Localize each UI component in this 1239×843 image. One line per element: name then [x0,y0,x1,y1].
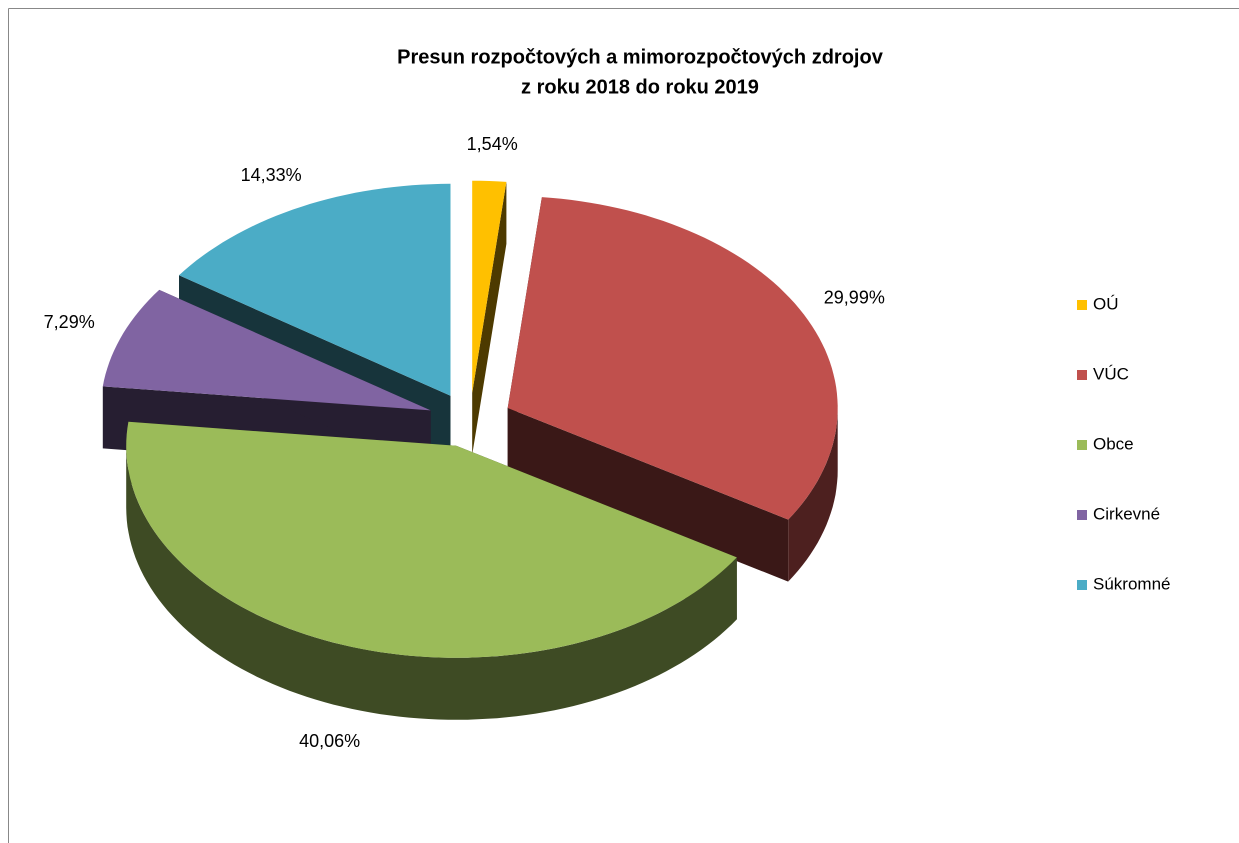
legend-swatch [1077,580,1087,590]
slice-wall [507,408,789,582]
legend-swatch [1077,510,1087,520]
data-label: 1,54% [467,134,518,154]
data-label: 7,29% [44,312,95,332]
slice-wall [472,181,507,455]
chart-title: z roku 2018 do roku 2019 [521,76,759,98]
slice [179,183,451,396]
legend-swatch [1077,440,1087,450]
legend-swatch [1077,300,1087,310]
chart-title: Presun rozpočtových a mimorozpočtových z… [397,46,884,68]
slice [507,197,838,520]
legend-label: Obce [1093,434,1134,453]
legend-label: OÚ [1093,294,1119,313]
slice-side [788,408,838,582]
slice-side [126,445,737,720]
slice [472,180,507,393]
data-label: 40,06% [299,731,360,751]
legend-label: Súkromné [1093,574,1170,593]
data-label: 29,99% [824,287,885,307]
legend-label: VÚC [1093,364,1129,383]
legend-label: Cirkevné [1093,504,1160,523]
legend-swatch [1077,370,1087,380]
slice [102,289,431,411]
slice [126,421,737,658]
data-label: 14,33% [241,165,302,185]
